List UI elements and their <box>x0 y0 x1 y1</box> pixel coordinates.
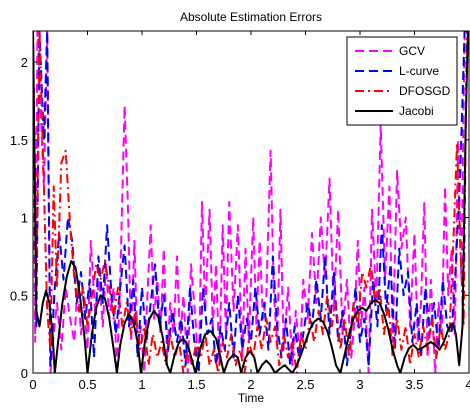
chart-title: Absolute Estimation Errors <box>180 10 322 24</box>
x-tick-label: 1.5 <box>187 377 205 392</box>
x-tick-label: 3 <box>356 377 363 392</box>
axes: 0 0.5 1 1.5 2 2.5 3 3.5 4 0 0.5 1 1.5 2 <box>10 30 470 392</box>
legend-label-gcv: GCV <box>399 44 425 58</box>
y-tick-label: 0 <box>21 366 28 381</box>
x-tick-label: 3.5 <box>405 377 423 392</box>
x-tick-label: 2.5 <box>296 377 314 392</box>
x-tick-label: 0.5 <box>78 377 96 392</box>
series-line-l-curve <box>33 31 467 373</box>
x-axis-title: Time <box>238 391 265 405</box>
y-tick-label: 1.5 <box>10 133 28 148</box>
series-line-dfosgd <box>33 31 468 373</box>
series-layer <box>33 31 469 373</box>
legend-label-dfosgd: DFOSGD <box>399 84 451 98</box>
x-tick-label: 1 <box>138 377 145 392</box>
legend: GCV L-curve DFOSGD Jacobi <box>346 36 458 126</box>
legend-label-jacobi: Jacobi <box>399 104 434 118</box>
series-line-jacobi <box>33 31 469 373</box>
y-tick-label: 2 <box>21 55 28 70</box>
y-tick-label: 1 <box>21 211 28 226</box>
x-tick-label: 2 <box>247 377 254 392</box>
x-tick-label: 4 <box>465 377 470 392</box>
x-tick-label: 0 <box>29 377 36 392</box>
legend-label-l-curve: L-curve <box>399 64 439 78</box>
y-tick-label: 0.5 <box>10 288 28 303</box>
series-line-gcv <box>33 31 467 373</box>
